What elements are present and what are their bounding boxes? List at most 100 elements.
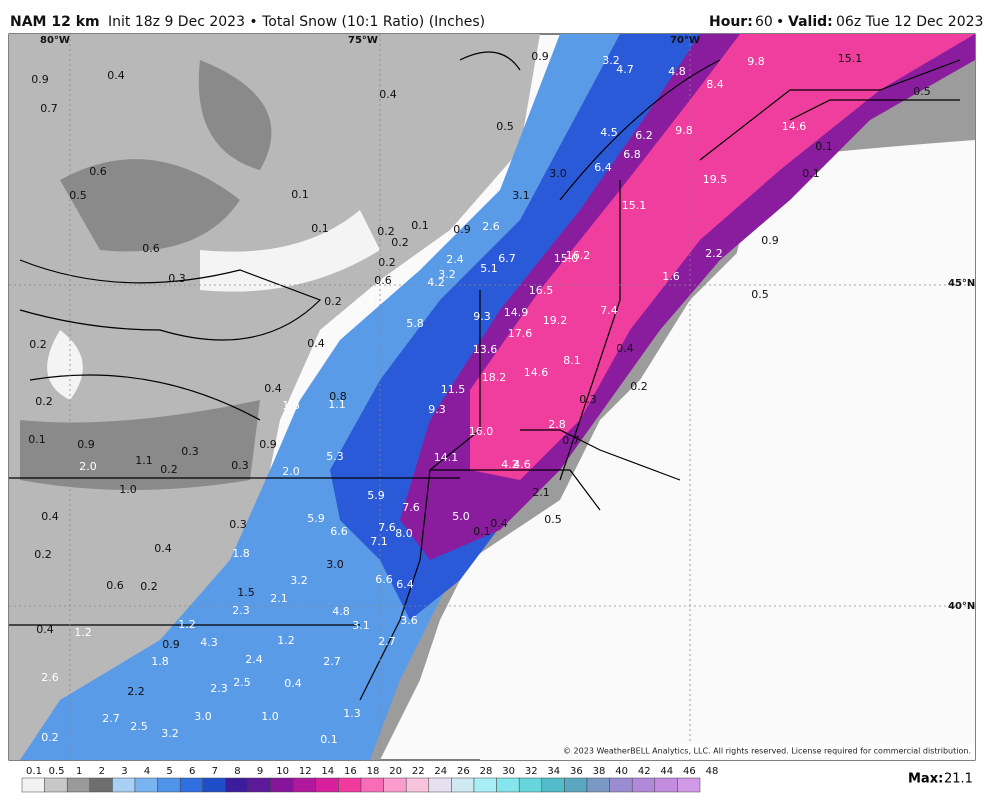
colorbar-bin bbox=[405, 777, 430, 793]
snow-value: 8.4 bbox=[706, 78, 724, 91]
colorbar-label: 5 bbox=[166, 766, 172, 777]
snow-value: 0.2 bbox=[41, 731, 59, 744]
snow-value: 6.2 bbox=[635, 129, 653, 142]
snow-value: 14.6 bbox=[524, 366, 549, 379]
snow-value: 6.4 bbox=[396, 578, 414, 591]
snow-value: 14.6 bbox=[782, 120, 807, 133]
snow-value: 3.2 bbox=[438, 268, 456, 281]
snow-value: 17.6 bbox=[508, 327, 533, 340]
snow-value: 0.9 bbox=[259, 438, 277, 451]
colorbar-label: 28 bbox=[480, 766, 493, 777]
snow-value: 0.2 bbox=[29, 338, 47, 351]
colorbar-label: 3 bbox=[121, 766, 127, 777]
snow-value: 4.8 bbox=[668, 65, 686, 78]
colorbar-bin bbox=[518, 777, 543, 793]
colorbar-label: 46 bbox=[683, 766, 696, 777]
colorbar-bin bbox=[225, 777, 249, 793]
snow-value: 0.1 bbox=[802, 167, 820, 180]
snow-value: 0.9 bbox=[77, 438, 95, 451]
colorbar-bin bbox=[586, 777, 610, 793]
snow-value: 0.3 bbox=[231, 459, 249, 472]
snow-value: 2.5 bbox=[233, 676, 251, 689]
snow-value: 2.0 bbox=[282, 465, 300, 478]
snow-value: 3.0 bbox=[326, 558, 344, 571]
snow-value: 6.8 bbox=[623, 148, 641, 161]
copyright: © 2023 WeatherBELL Analytics, LLC. All r… bbox=[563, 747, 971, 756]
snow-value: 0.2 bbox=[34, 548, 52, 561]
map bbox=[8, 33, 976, 761]
snow-value: 0.6 bbox=[106, 579, 124, 592]
snow-value: 8.0 bbox=[395, 527, 413, 540]
snow-value: 0.4 bbox=[284, 677, 302, 690]
colorbar-label: 32 bbox=[525, 766, 538, 777]
snow-value: 0.4 bbox=[107, 69, 125, 82]
colorbar-label: 20 bbox=[389, 766, 402, 777]
snow-value: 3.6 bbox=[400, 614, 418, 627]
colorbar-label: 7 bbox=[212, 766, 218, 777]
gray-area bbox=[20, 60, 272, 490]
colorbar-bin bbox=[541, 777, 565, 793]
colorbar-label: 42 bbox=[638, 766, 651, 777]
snow-value: 9.3 bbox=[473, 310, 491, 323]
snow-value: 4.2 bbox=[501, 458, 519, 471]
snow-value: 2.8 bbox=[548, 418, 566, 431]
snow-value: 0.4 bbox=[154, 542, 172, 555]
colorbar-bin bbox=[66, 777, 91, 793]
snow-value: 5.0 bbox=[452, 510, 470, 523]
snow-value: 1.8 bbox=[151, 655, 169, 668]
colorbar-bin bbox=[179, 777, 204, 793]
snow-value: 2.7 bbox=[102, 712, 120, 725]
snow-value: 7.4 bbox=[600, 304, 618, 317]
colorbar-bin bbox=[89, 777, 113, 793]
snow-magenta bbox=[470, 34, 975, 480]
snow-value: 16.0 bbox=[469, 425, 494, 438]
snow-value: 2.5 bbox=[130, 720, 148, 733]
snow-value: 4.2 bbox=[427, 276, 445, 289]
snow-value: 2.6 bbox=[41, 671, 59, 684]
snow-value: 0.4 bbox=[379, 88, 397, 101]
hour-label: Hour: bbox=[709, 14, 753, 30]
colorbar-bin bbox=[631, 777, 656, 793]
snow-value: 5.9 bbox=[307, 512, 325, 525]
snow-value: 4.5 bbox=[600, 126, 618, 139]
valid: 06z Tue 12 Dec 2023 bbox=[836, 14, 983, 30]
snow-value: 1.8 bbox=[232, 547, 250, 560]
snow-value: 2.7 bbox=[323, 655, 341, 668]
colorbar-label: 44 bbox=[660, 766, 673, 777]
snow-value: 0.4 bbox=[307, 337, 325, 350]
colorbar-label: 1 bbox=[76, 766, 82, 777]
snow-value: 3.2 bbox=[161, 727, 179, 740]
snow-value: 5.1 bbox=[480, 262, 498, 275]
colorbar-label: 4 bbox=[144, 766, 150, 777]
colorbar-bin bbox=[202, 777, 226, 793]
snow-value: 9.8 bbox=[747, 55, 765, 68]
snow-value: 6.6 bbox=[330, 525, 348, 538]
header: NAM 12 km Init 18z 9 Dec 2023 • Total Sn… bbox=[10, 14, 983, 30]
snow-value: 0.3 bbox=[579, 393, 597, 406]
snow-value: 0.4 bbox=[264, 382, 282, 395]
colorbar-label: 0.1 bbox=[26, 766, 42, 777]
colorbar-label: 14 bbox=[321, 766, 334, 777]
snow-value: 11.5 bbox=[441, 383, 466, 396]
snow-value: 0.9 bbox=[31, 73, 49, 86]
snow-value: 2.4 bbox=[446, 253, 464, 266]
snow-value: 0.9 bbox=[761, 234, 779, 247]
colorbar-bin bbox=[654, 777, 678, 793]
snow-value: 1.6 bbox=[662, 270, 680, 283]
snow-value: 0.1 bbox=[28, 433, 46, 446]
snow-value: 1.2 bbox=[178, 618, 196, 631]
colorbar-bin bbox=[564, 777, 588, 793]
snow-value: 1.9 bbox=[356, 296, 374, 309]
colorbar-bin bbox=[451, 777, 475, 793]
hour: 60 bbox=[755, 14, 773, 30]
snow-value: 0.2 bbox=[630, 380, 648, 393]
colorbar-bin bbox=[157, 777, 181, 793]
info: Init 18z 9 Dec 2023 • Total Snow (10:1 R… bbox=[108, 14, 485, 30]
snow-value: 0.9 bbox=[162, 638, 180, 651]
snow-value: 0.1 bbox=[815, 140, 833, 153]
snow-value: 0.1 bbox=[291, 188, 309, 201]
snow-value: 2.7 bbox=[378, 635, 396, 648]
colorbar-bin bbox=[315, 777, 339, 793]
snow-value: 7.6 bbox=[378, 521, 396, 534]
snow-value: 0.1 bbox=[320, 733, 338, 746]
